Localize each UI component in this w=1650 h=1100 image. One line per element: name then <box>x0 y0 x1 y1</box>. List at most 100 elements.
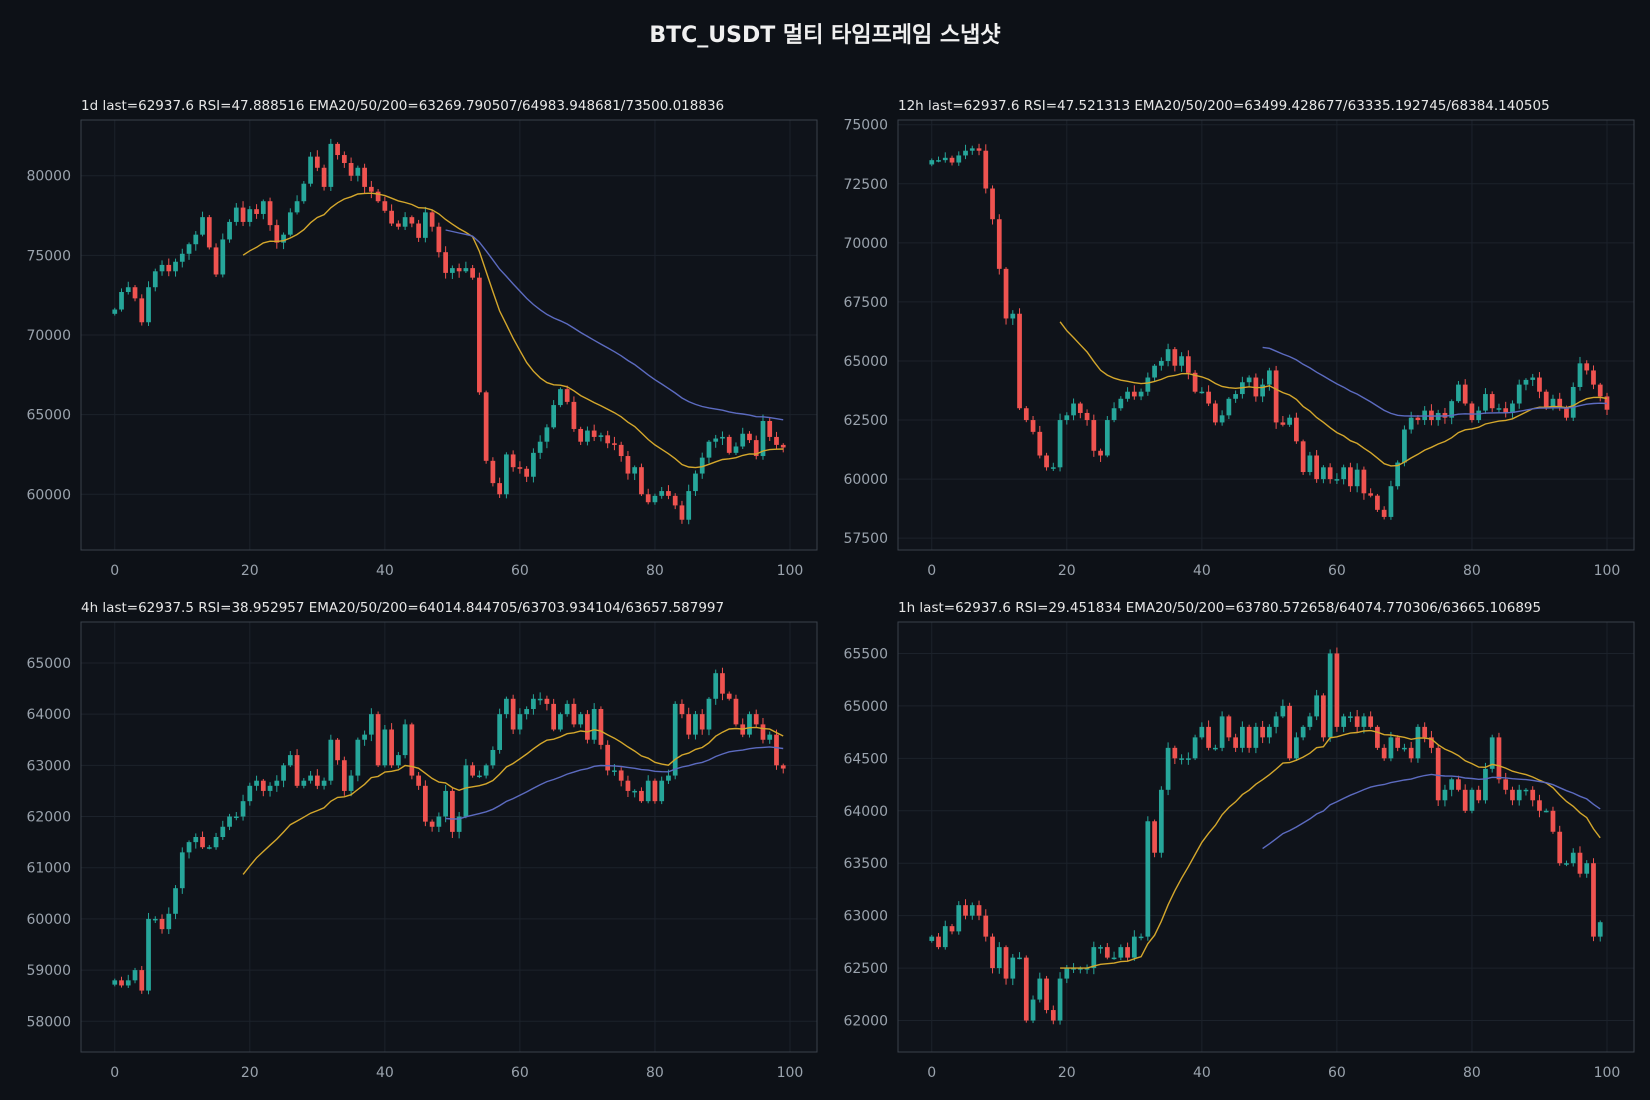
candle-body-1d <box>294 201 300 213</box>
ema20-line-1d <box>242 192 784 469</box>
candle-body-1d <box>429 212 435 227</box>
candle-body-1d <box>206 217 212 248</box>
x-tick-label-1h: 0 <box>927 1065 936 1081</box>
candle-body-12h <box>1415 417 1421 421</box>
candle-body-1d <box>760 421 766 457</box>
candle-body-1d <box>477 277 482 393</box>
x-tick-label-12h: 0 <box>927 563 936 579</box>
candle-body-4h <box>510 698 516 730</box>
plot-area-4h <box>81 622 817 1052</box>
y-tick-label-4h: 60000 <box>26 912 71 928</box>
candle-body-4h <box>341 760 347 791</box>
candle-body-12h <box>1071 403 1076 416</box>
candle-body-1h <box>1496 737 1502 780</box>
candle-body-12h <box>1402 429 1407 463</box>
candle-body-4h <box>321 780 327 786</box>
candle-body-4h <box>375 714 381 766</box>
candle-body-12h <box>1212 403 1218 423</box>
x-tick-label-1d: 0 <box>110 563 119 579</box>
candle-body-1h <box>1537 800 1542 811</box>
candle-body-1d <box>200 217 205 235</box>
candle-body-1h <box>1050 1010 1056 1021</box>
candle-body-12h <box>1516 384 1522 404</box>
candle-body-12h <box>1557 398 1563 409</box>
candle-body-1d <box>632 467 638 474</box>
candle-body-4h <box>179 852 185 889</box>
candle-body-4h <box>558 714 563 730</box>
candle-body-1h <box>1037 978 1043 1000</box>
candle-body-1d <box>706 441 712 458</box>
candle-body-1d <box>740 433 746 447</box>
y-tick-label-12h: 67500 <box>843 295 888 311</box>
candle-body-12h <box>1118 398 1124 409</box>
candle-body-1d <box>436 226 442 253</box>
x-tick-label-1d: 20 <box>241 563 259 579</box>
y-tick-label-12h: 62500 <box>843 413 888 429</box>
candle-body-1h <box>1422 726 1428 738</box>
candle-body-4h <box>578 714 584 725</box>
y-tick-label-12h: 57500 <box>843 531 888 547</box>
candle-body-1d <box>402 217 408 227</box>
panel-1d: 1d last=62937.6 RSI=47.888516 EMA20/50/2… <box>26 98 818 579</box>
candle-body-1d <box>375 191 381 202</box>
candle-body-1d <box>159 264 165 272</box>
candle-body-1d <box>618 444 624 457</box>
candle-body-12h <box>1334 479 1340 481</box>
candle-body-4h <box>585 714 590 740</box>
candle-body-4h <box>281 765 286 781</box>
panel-12h: 12h last=62937.6 RSI=47.521313 EMA20/50/… <box>843 98 1635 579</box>
candle-body-1d <box>233 207 239 222</box>
candle-body-4h <box>537 698 543 701</box>
candle-body-12h <box>1064 415 1070 421</box>
candle-body-1h <box>1449 779 1455 790</box>
candle-body-1d <box>693 473 698 492</box>
candle-body-4h <box>456 816 462 832</box>
candle-body-12h <box>1449 401 1455 418</box>
candle-body-4h <box>726 693 732 699</box>
candle-body-12h <box>1091 420 1097 451</box>
candle-body-1d <box>551 405 557 428</box>
y-tick-label-1h: 65500 <box>843 646 888 662</box>
candle-body-4h <box>308 775 313 781</box>
candle-body-12h <box>1023 408 1029 421</box>
candle-body-1h <box>976 905 982 916</box>
candle-body-4h <box>213 837 219 848</box>
candle-body-1d <box>578 428 584 442</box>
candle-body-1h <box>1341 716 1347 727</box>
candle-body-4h <box>240 801 246 817</box>
y-tick-label-12h: 60000 <box>843 472 888 488</box>
candle-body-12h <box>1300 441 1306 473</box>
candle-body-12h <box>990 188 995 220</box>
candle-body-1d <box>301 183 307 202</box>
candle-body-1h <box>1098 947 1103 949</box>
candle-body-4h <box>524 709 530 715</box>
candle-body-12h <box>1368 493 1374 496</box>
candle-body-1d <box>240 207 246 222</box>
candle-body-12h <box>1543 391 1549 409</box>
candle-body-1d <box>605 435 611 444</box>
candle-body-4h <box>504 698 509 715</box>
candle-body-1d <box>213 247 219 275</box>
candle-body-1h <box>1017 957 1022 960</box>
candle-body-4h <box>429 821 435 827</box>
candle-body-1d <box>132 287 138 299</box>
candle-body-4h <box>274 780 280 786</box>
candle-body-12h <box>1111 408 1117 421</box>
candle-body-1d <box>747 433 752 441</box>
candle-body-1d <box>564 389 570 402</box>
plot-area-1h <box>898 622 1634 1052</box>
candle-body-1d <box>686 491 692 520</box>
y-tick-label-4h: 62000 <box>26 810 71 826</box>
candle-body-12h <box>1077 403 1083 413</box>
candle-body-1h <box>1260 726 1265 738</box>
candle-body-1h <box>996 947 1002 969</box>
x-tick-label-1d: 60 <box>511 563 529 579</box>
x-tick-label-12h: 80 <box>1463 563 1481 579</box>
candle-body-4h <box>423 785 428 822</box>
candle-body-1h <box>1185 758 1191 760</box>
candle-body-1h <box>1348 716 1353 718</box>
candle-body-1d <box>639 467 644 495</box>
candle-body-12h <box>1104 420 1110 456</box>
candle-body-12h <box>1030 420 1036 432</box>
